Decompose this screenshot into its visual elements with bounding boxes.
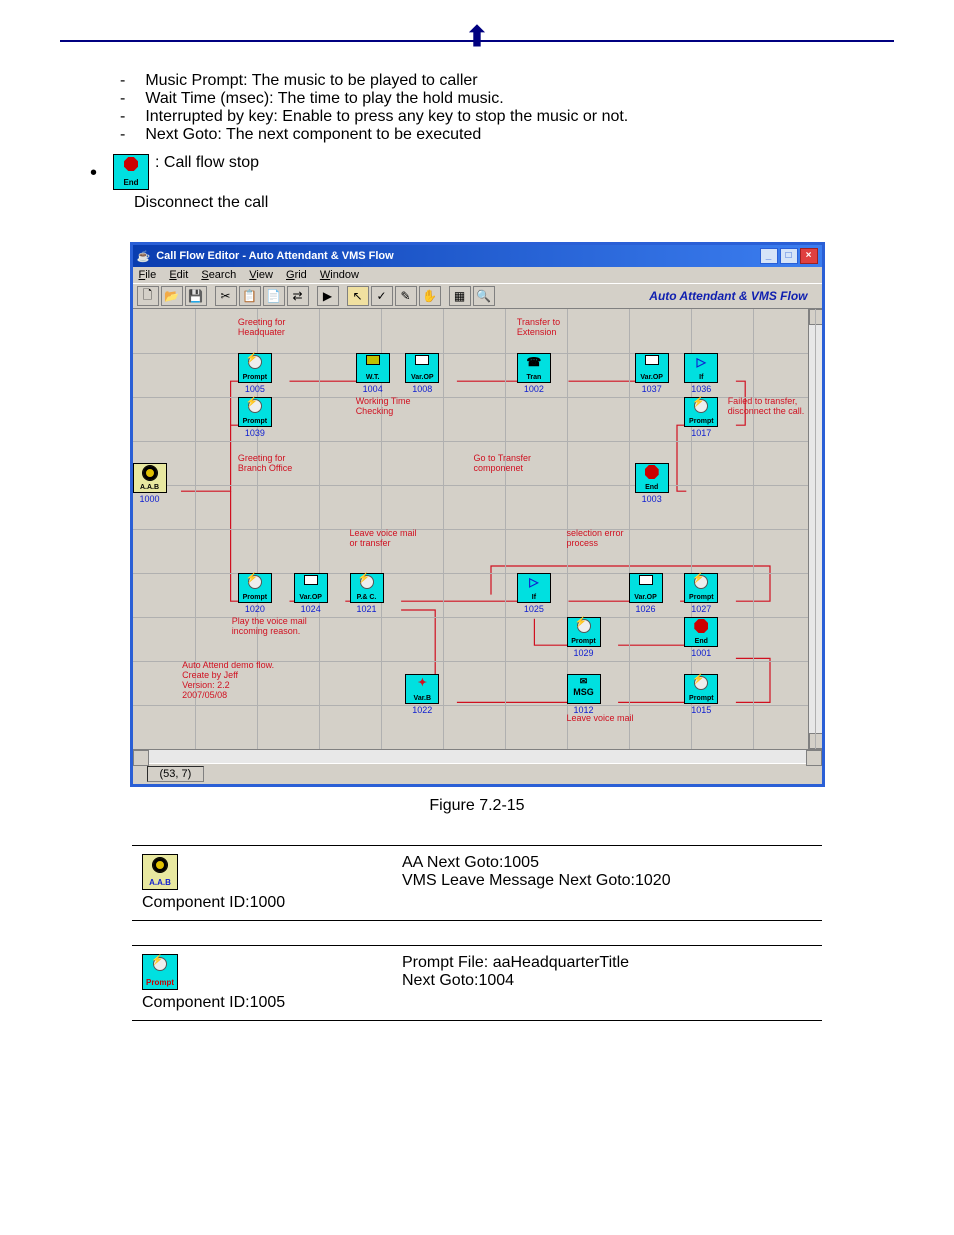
logo-arrow-icon: ⬆	[465, 20, 488, 53]
toolbar: 🗋 📂 💾 ✂ 📋 📄 ⇄ ▶ ↖ ✓ ✎ ✋ ▦ 🔍 Auto Attenda…	[133, 283, 822, 309]
java-icon: ☕	[137, 250, 151, 263]
flow-node-1004[interactable]: W.T.1004	[356, 353, 390, 394]
flow-node-1036[interactable]: ▷If1036	[684, 353, 718, 394]
end-label: : Call flow stop	[155, 154, 259, 172]
menu-grid[interactable]: Grid	[286, 269, 307, 281]
flow-annotation: Greeting for Headquater	[238, 318, 286, 338]
flow-node-1003[interactable]: End1003	[635, 463, 669, 504]
flow-node-1000[interactable]: A.A.B1000	[133, 463, 167, 504]
paste-button[interactable]: 📄	[263, 286, 285, 306]
end-description: Disconnect the call	[134, 194, 894, 212]
flow-node-1037[interactable]: Var.OP1037	[635, 353, 669, 394]
table-row: VMS Leave Message Next Goto:1020	[402, 872, 812, 890]
brush-button[interactable]: ✎	[395, 286, 417, 306]
statusbar: (53, 7)	[133, 763, 822, 784]
maximize-button[interactable]: □	[780, 248, 798, 264]
menu-search[interactable]: Search	[201, 269, 236, 281]
flow-annotation: selection error process	[567, 529, 624, 549]
window-title: Call Flow Editor - Auto Attendant & VMS …	[156, 250, 394, 262]
flow-node-1015[interactable]: ⚡Prompt1015	[684, 674, 718, 715]
bullet-icon: •	[90, 162, 97, 185]
copy-button[interactable]: 📋	[239, 286, 261, 306]
save-button[interactable]: 💾	[185, 286, 207, 306]
table-row: AA Next Goto:1005	[402, 854, 812, 872]
flow-node-1021[interactable]: ⚡P.& C.1021	[350, 573, 384, 614]
flow-annotation: Leave voice mail	[567, 714, 634, 724]
flow-annotation: Transfer to Extension	[517, 318, 560, 338]
flow-title: Auto Attendant & VMS Flow	[649, 289, 817, 303]
end-component-icon: End	[113, 154, 149, 190]
menubar: File Edit Search View Grid Window	[133, 267, 822, 283]
flow-node-1029[interactable]: ⚡Prompt1029	[567, 617, 601, 658]
flow-node-1017[interactable]: ⚡Prompt1017	[684, 397, 718, 438]
list-item: Music Prompt: The music to be played to …	[120, 72, 894, 90]
minimize-button[interactable]: _	[760, 248, 778, 264]
flow-node-1012[interactable]: ✉MSG1012	[567, 674, 601, 715]
component-table-1000: A.A.B Component ID:1000 AA Next Goto:100…	[132, 845, 822, 921]
component-table-1005: ⚡Prompt Component ID:1005 Prompt File: a…	[132, 945, 822, 1021]
flow-node-1027[interactable]: ⚡Prompt1027	[684, 573, 718, 614]
flow-annotation: Play the voice mail incoming reason.	[232, 617, 307, 637]
cut-button[interactable]: ✂	[215, 286, 237, 306]
flow-node-1002[interactable]: ☎Tran1002	[517, 353, 551, 394]
flow-node-1020[interactable]: ⚡Prompt1020	[238, 573, 272, 614]
close-button[interactable]: ×	[800, 248, 818, 264]
check-button[interactable]: ✓	[371, 286, 393, 306]
menu-view[interactable]: View	[249, 269, 273, 281]
pointer-button[interactable]: ↖	[347, 286, 369, 306]
flow-node-1005[interactable]: ⚡Prompt1005	[238, 353, 272, 394]
grid-button[interactable]: ▦	[449, 286, 471, 306]
flow-node-1001[interactable]: End1001	[684, 617, 718, 658]
component-id-label: Component ID:1005	[142, 994, 382, 1012]
menu-file[interactable]: File	[139, 269, 157, 281]
swap-button[interactable]: ⇄	[287, 286, 309, 306]
flow-annotation: Leave voice mail or transfer	[350, 529, 417, 549]
flow-canvas[interactable]: A.A.B1000 ⚡Prompt1005⚡Prompt1039 W.T.1004 V…	[133, 309, 822, 749]
list-item: Next Goto: The next component to be exec…	[120, 126, 894, 144]
zoom-button[interactable]: 🔍	[473, 286, 495, 306]
aab-component-icon: A.A.B	[142, 854, 178, 890]
call-flow-editor-window: ☕ Call Flow Editor - Auto Attendant & VM…	[130, 242, 825, 787]
flow-annotation: Failed to transfer, disconnect the call.	[728, 397, 805, 417]
flow-node-1024[interactable]: Var.OP1024	[294, 573, 328, 614]
flow-node-1039[interactable]: ⚡Prompt1039	[238, 397, 272, 438]
figure-caption: Figure 7.2-15	[60, 797, 894, 815]
menu-window[interactable]: Window	[320, 269, 359, 281]
hand-button[interactable]: ✋	[419, 286, 441, 306]
flow-annotation: Working Time Checking	[356, 397, 411, 417]
prompt-component-icon: ⚡Prompt	[142, 954, 178, 990]
flow-annotation: Auto Attend demo flow. Create by Jeff Ve…	[182, 661, 274, 701]
run-button[interactable]: ▶	[317, 286, 339, 306]
horizontal-scrollbar[interactable]	[133, 749, 822, 763]
flow-node-1025[interactable]: ▷If1025	[517, 573, 551, 614]
flow-node-1026[interactable]: Var.OP1026	[629, 573, 663, 614]
flow-annotation: Go to Transfer componenet	[474, 454, 532, 474]
feature-bullet-list: Music Prompt: The music to be played to …	[60, 72, 894, 144]
flow-annotation: Greeting for Branch Office	[238, 454, 292, 474]
component-id-label: Component ID:1000	[142, 894, 382, 912]
list-item: Interrupted by key: Enable to press any …	[120, 108, 894, 126]
open-button[interactable]: 📂	[161, 286, 183, 306]
table-row: Next Goto:1004	[402, 972, 812, 990]
table-row: Prompt File: aaHeadquarterTitle	[402, 954, 812, 972]
list-item: Wait Time (msec): The time to play the h…	[120, 90, 894, 108]
flow-node-1008[interactable]: Var.OP1008	[405, 353, 439, 394]
menu-edit[interactable]: Edit	[169, 269, 188, 281]
status-coords: (53, 7)	[147, 766, 205, 782]
new-button[interactable]: 🗋	[137, 286, 159, 306]
window-titlebar: ☕ Call Flow Editor - Auto Attendant & VM…	[133, 245, 822, 267]
flow-node-1022[interactable]: ✦Var.B1022	[405, 674, 439, 715]
